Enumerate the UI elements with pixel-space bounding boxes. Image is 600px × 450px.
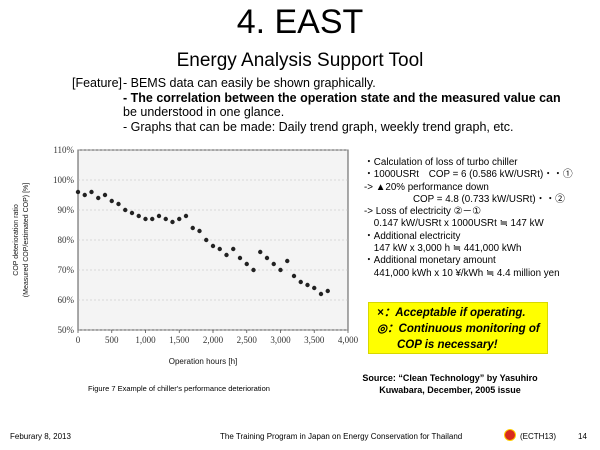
data-point bbox=[237, 255, 243, 261]
footer-code: (ECTH13) bbox=[520, 432, 557, 441]
cop-scatter-chart: 50% 60% 70% 80% 90% 100% 110% 0 500 1,000 1,500 2,0… bbox=[13, 145, 359, 366]
data-point bbox=[163, 216, 168, 222]
data-point bbox=[143, 216, 148, 222]
calc-line: ・Calculation of loss of turbo chiller bbox=[364, 157, 518, 168]
data-point bbox=[102, 192, 108, 198]
data-point bbox=[231, 246, 236, 252]
data-point bbox=[224, 252, 229, 258]
x-tick-label: 0 bbox=[76, 335, 81, 345]
calc-line: -> Loss of electricity ②－① bbox=[364, 206, 481, 218]
data-point bbox=[271, 261, 276, 267]
y-tick-label: 100% bbox=[53, 175, 75, 185]
data-point bbox=[89, 189, 94, 195]
y-tick-label: 60% bbox=[58, 295, 75, 305]
x-tick-label: 3,500 bbox=[304, 335, 325, 345]
data-point bbox=[109, 198, 114, 204]
data-point bbox=[244, 261, 249, 267]
footer-date: Feburary 8, 2013 bbox=[10, 432, 71, 441]
data-point bbox=[305, 282, 310, 288]
data-point bbox=[264, 255, 270, 261]
data-point bbox=[75, 189, 81, 195]
slide-title: 4. EAST bbox=[236, 3, 364, 41]
feature-item: - BEMS data can easily be shown graphica… bbox=[123, 76, 376, 90]
data-point bbox=[285, 258, 290, 264]
calc-line: ・Additional monetary amount bbox=[364, 255, 496, 267]
y-tick-label: 110% bbox=[53, 145, 74, 155]
calculation-list: ・Calculation of loss of turbo chiller ・1… bbox=[364, 157, 598, 280]
data-point bbox=[291, 273, 297, 279]
data-point bbox=[150, 216, 155, 222]
calc-line: 147 kW x 3,000 h ≒ 441,000 kWh bbox=[364, 243, 522, 255]
feature-item: - The correlation between the operation … bbox=[123, 91, 561, 105]
data-point bbox=[278, 267, 283, 273]
data-point bbox=[197, 228, 202, 234]
note-line: COP is necessary! bbox=[397, 339, 498, 351]
data-point bbox=[170, 219, 175, 225]
y-tick-label: 90% bbox=[58, 205, 75, 215]
data-point bbox=[82, 192, 87, 198]
data-point bbox=[183, 213, 189, 219]
x-tick-label: 4,000 bbox=[338, 335, 359, 345]
y-tick-label: 70% bbox=[58, 265, 75, 275]
data-point bbox=[116, 201, 121, 207]
data-point bbox=[210, 243, 216, 249]
calc-line: ・1000USRt COP = 6 (0.586 kW/USRt)・・① bbox=[364, 169, 573, 181]
source-line: Kuwabara, December, 2005 issue bbox=[379, 385, 521, 395]
footer-program: The Training Program in Japan on Energy … bbox=[220, 432, 463, 441]
calc-line: ・Additional electricity bbox=[364, 230, 461, 242]
x-tick-label: 1,000 bbox=[135, 335, 156, 345]
feature-item: be understood in one glance. bbox=[123, 105, 285, 119]
data-point bbox=[318, 291, 324, 297]
calc-line: COP = 4.8 (0.733 kW/USRt)・・② bbox=[364, 193, 565, 205]
x-tick-label: 2,000 bbox=[203, 335, 224, 345]
data-point bbox=[325, 288, 330, 294]
data-point bbox=[177, 216, 182, 222]
x-tick-label: 500 bbox=[105, 335, 119, 345]
data-point bbox=[298, 279, 303, 285]
source-line: Source: “Clean Technology” by Yasuhiro bbox=[362, 373, 538, 383]
data-point bbox=[156, 213, 162, 219]
y-tick-label: 80% bbox=[58, 235, 75, 245]
data-point bbox=[258, 249, 263, 255]
data-point bbox=[217, 246, 222, 252]
note-line: ×：Acceptable if operating. bbox=[377, 307, 526, 319]
x-tick-label: 1,500 bbox=[169, 335, 190, 345]
calc-line: 0.147 kW/USRt x 1000USRt ≒ 147 kW bbox=[364, 218, 544, 230]
feature-label: [Feature] bbox=[72, 76, 123, 90]
data-point bbox=[129, 210, 135, 216]
feature-item: - Graphs that can be made: Daily trend g… bbox=[123, 120, 514, 134]
data-point bbox=[136, 213, 141, 219]
y-axis-label: (Measured COP/estimated COP) [%] bbox=[23, 183, 30, 297]
data-point bbox=[204, 237, 209, 243]
data-point bbox=[123, 207, 128, 213]
logo-icon bbox=[504, 429, 516, 441]
data-point bbox=[190, 225, 195, 231]
data-point bbox=[96, 195, 101, 201]
x-tick-label: 3,000 bbox=[270, 335, 291, 345]
slide-subtitle: Energy Analysis Support Tool bbox=[176, 50, 424, 71]
page-number: 14 bbox=[578, 432, 587, 441]
y-tick-label: 50% bbox=[58, 325, 75, 335]
x-axis-label: Operation hours [h] bbox=[169, 357, 237, 366]
y-axis-label: COP deterioration ratio bbox=[13, 204, 20, 276]
data-point bbox=[251, 267, 256, 273]
calc-line: -> ▲20% performance down bbox=[364, 181, 489, 193]
source-citation: Source: “Clean Technology” by Yasuhiro K… bbox=[330, 372, 570, 396]
chart-caption: Figure 7 Example of chiller's performanc… bbox=[88, 384, 270, 393]
x-tick-label: 2,500 bbox=[237, 335, 258, 345]
note-box: ×：Acceptable if operating. ◎：Continuous … bbox=[368, 302, 548, 354]
calc-line: 441,000 kWh x 10 ¥/kWh ≒ 4.4 million yen bbox=[364, 267, 560, 279]
data-point bbox=[312, 285, 317, 291]
note-line: ◎：Continuous monitoring of bbox=[377, 323, 540, 335]
